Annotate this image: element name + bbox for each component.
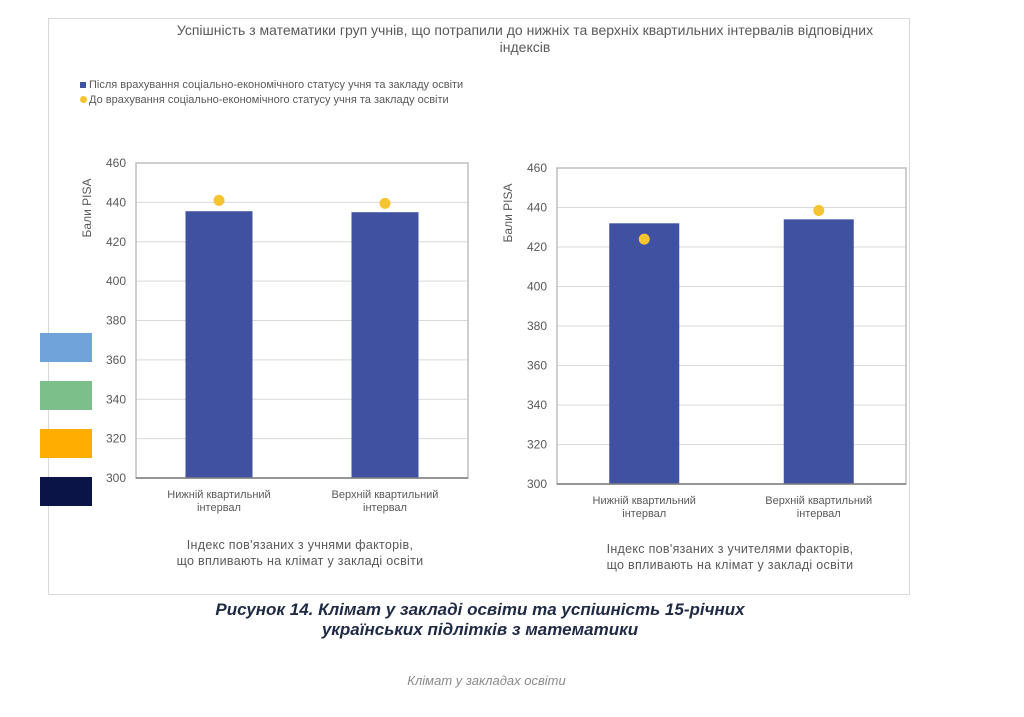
legend-item-before: До врахування соціально-економічного ста… — [80, 93, 470, 107]
data-point — [813, 204, 825, 216]
x-tick-label: Нижній квартильний — [593, 495, 696, 507]
y-tick-label: 440 — [106, 195, 126, 209]
caption-line: Рисунок 14. Клімат у закладі освіти та у… — [215, 600, 745, 619]
x-tick-label: Нижній квартильний — [167, 489, 270, 501]
y-tick-label: 340 — [527, 398, 547, 412]
y-axis-title: Бали PISA — [501, 184, 515, 243]
data-point — [638, 233, 650, 245]
y-tick-label: 340 — [106, 392, 126, 406]
color-swatch-green — [40, 381, 92, 410]
legend-square-icon — [80, 82, 86, 88]
x-axis-title-line: Індекс пов'язаних з учителями факторів, — [606, 542, 854, 556]
x-axis-title-line: що впливають на клімат у закладі освіти — [606, 558, 854, 572]
y-tick-label: 460 — [106, 156, 126, 170]
image-footer-caption: Клімат у закладах освіти — [407, 673, 566, 688]
x-axis-title-line: Індекс пов'язаних з учнями факторів, — [186, 538, 414, 552]
x-tick-label: Верхній квартильний — [332, 489, 439, 501]
legend-label: До врахування соціально-економічного ста… — [89, 94, 449, 106]
y-tick-label: 300 — [106, 471, 126, 485]
data-point — [213, 194, 225, 206]
bar — [783, 219, 854, 484]
y-tick-label: 320 — [106, 432, 126, 446]
y-axis-title: Бали PISA — [80, 179, 94, 238]
caption-line: українських підлітків з математики — [321, 620, 639, 639]
y-tick-label: 420 — [527, 240, 547, 254]
x-tick-label: інтервал — [197, 502, 241, 514]
y-tick-label: 400 — [106, 274, 126, 288]
x-tick-label: інтервал — [622, 508, 666, 520]
y-tick-label: 360 — [527, 359, 547, 373]
y-tick-label: 440 — [527, 201, 547, 215]
y-tick-label: 380 — [106, 314, 126, 328]
figure-frame — [48, 18, 910, 595]
color-swatch-navy — [40, 477, 92, 506]
x-tick-label: інтервал — [363, 502, 407, 514]
x-tick-label: Верхній квартильний — [765, 495, 872, 507]
y-tick-label: 380 — [527, 319, 547, 333]
bar — [609, 223, 680, 485]
bar — [185, 211, 253, 478]
x-axis-title: Індекс пов'язаних з учителями факторів, … — [555, 541, 905, 573]
y-tick-label: 360 — [106, 353, 126, 367]
y-tick-label: 300 — [527, 477, 547, 491]
y-tick-label: 460 — [527, 161, 547, 175]
x-tick-label: інтервал — [797, 508, 841, 520]
color-swatch-orange — [40, 429, 92, 458]
y-tick-label: 400 — [527, 280, 547, 294]
legend-label: Після врахування соціально-економічного … — [89, 79, 464, 91]
chart-legend: Після врахування соціально-економічного … — [80, 78, 470, 108]
legend-dot-icon — [80, 96, 87, 103]
figure-caption: Рисунок 14. Клімат у закладі освіти та у… — [150, 600, 810, 640]
data-point — [379, 197, 391, 209]
y-tick-label: 320 — [527, 438, 547, 452]
color-swatch-light-blue — [40, 333, 92, 362]
legend-item-after: Після врахування соціально-економічного … — [80, 78, 470, 92]
x-axis-title-line: що впливають на клімат у закладі освіти — [176, 554, 424, 568]
chart-title: Успішність з математики груп учнів, що п… — [176, 22, 874, 55]
bar — [351, 212, 419, 478]
y-tick-label: 420 — [106, 235, 126, 249]
x-axis-title: Індекс пов'язаних з учнями факторів, що … — [130, 537, 470, 569]
